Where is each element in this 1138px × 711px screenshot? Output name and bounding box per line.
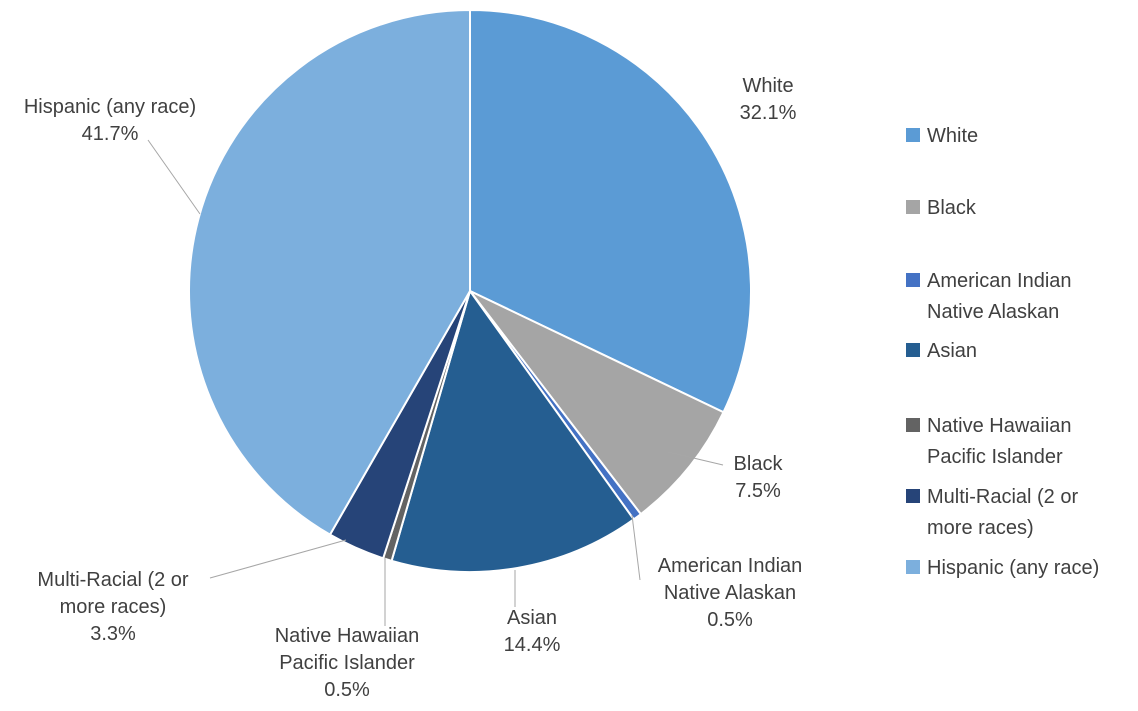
legend-item-hispanic-any-race: Hispanic (any race): [906, 557, 1099, 579]
legend-item-asian: Asian: [906, 340, 977, 362]
legend-label: Hispanic (any race): [927, 557, 1099, 579]
legend-label: Black: [927, 197, 977, 219]
legend-item-multi-racial-2-or-more-races: Multi-Racial (2 or more races): [906, 486, 1078, 539]
leader-lines: [147, 139, 724, 626]
legend-swatch: [906, 418, 920, 432]
pie-slice-black: [469, 290, 725, 516]
data-label-asian: Asian 14.4%: [504, 607, 561, 656]
pie-slices: [188, 8, 752, 573]
legend-item-native-hawaiian-pacific-islander: Native Hawaiian Pacific Islander: [906, 415, 1072, 468]
data-label-native-hawaiian-pacific-islander: Native Hawaiian Pacific Islander 0.5%: [275, 625, 420, 701]
data-label-american-indian-native-alaskan: American Indian Native Alaskan 0.5%: [658, 555, 803, 631]
leader-line-multi-racial-2-or-more-races: [209, 539, 347, 579]
pie-slice-white: [469, 8, 752, 414]
legend-label: Native Hawaiian Pacific Islander: [927, 415, 1072, 468]
data-label-hispanic-any-race: Hispanic (any race) 41.7%: [24, 96, 196, 145]
legend-item-american-indian-native-alaskan: American Indian Native Alaskan: [906, 270, 1072, 323]
legend: White Black American Indian Native Alaskan A…: [906, 125, 1099, 579]
pie-slice-asian: [390, 288, 636, 573]
leader-line-american-indian-native-alaskan: [631, 514, 641, 581]
data-label-multi-racial-2-or-more-races: Multi-Racial (2 or more races) 3.3%: [37, 569, 188, 645]
legend-swatch: [906, 489, 920, 503]
data-labels: White 32.1% Black 7.5% American Indian Native…: [24, 75, 802, 701]
leader-line-hispanic-any-race: [147, 139, 201, 215]
legend-swatch: [906, 273, 920, 287]
legend-label: White: [927, 125, 978, 147]
legend-swatch: [906, 200, 920, 214]
pie-slice-hispanic-any-race: [188, 8, 471, 537]
data-label-black: Black 7.5%: [734, 453, 784, 502]
legend-label: American Indian Native Alaskan: [927, 270, 1072, 323]
legend-item-white: White: [906, 125, 978, 147]
leader-line-black: [667, 451, 724, 466]
legend-swatch: [906, 343, 920, 357]
legend-swatch: [906, 128, 920, 142]
legend-label: Asian: [927, 340, 977, 362]
legend-item-black: Black: [906, 197, 977, 219]
legend-swatch: [906, 560, 920, 574]
data-label-white: White 32.1%: [740, 75, 797, 124]
legend-label: Multi-Racial (2 or more races): [927, 486, 1078, 539]
